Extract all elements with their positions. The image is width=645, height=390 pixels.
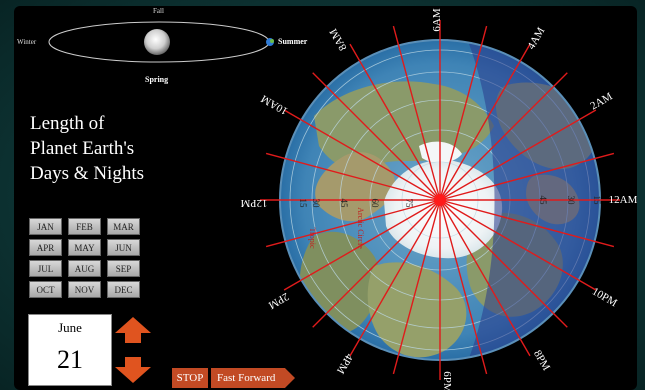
lat-label-75: 75 [404,199,414,209]
month-button-jun[interactable]: JUN [107,239,140,256]
month-button-dec[interactable]: DEC [107,281,140,298]
month-button-aug[interactable]: AUG [68,260,101,277]
hour-meridian-line [392,199,441,375]
clock-label-10pm: 10PM [590,285,619,309]
orbit-fall-label: Fall [153,7,164,15]
orbit-winter-label: Winter [17,38,37,46]
month-button-jul[interactable]: JUL [29,260,62,277]
clock-label-12pm: 12PM [240,197,267,209]
month-button-apr[interactable]: APR [29,239,62,256]
title-line: Days & Nights [30,163,144,184]
title-line: Length of [30,113,105,134]
hour-meridian-line [439,109,597,201]
lat-label-30: 30 [311,199,321,209]
clock-label-12am: 12AM [609,194,637,206]
month-button-feb[interactable]: FEB [68,218,101,235]
hour-meridian-line [439,199,488,375]
lat-label-45: 45 [339,199,349,209]
hour-meridians [260,20,620,380]
arctic-circle-label: Arctic Circle [356,207,365,249]
clock-label-2am: 2AM [588,90,614,112]
month-button-may[interactable]: MAY [68,239,101,256]
hour-meridian-line [349,43,441,201]
orbit-diagram [48,21,274,63]
hour-meridian-line [392,25,441,201]
clock-label-4pm: 4PM [334,351,355,376]
lat-label-right-15: 15 [592,196,602,206]
page-title: Length of Planet Earth's Days & Nights [30,111,144,186]
orbit-spring-label: Spring [145,75,169,84]
orbit-summer-label: Summer [278,37,308,46]
clock-label-4am: 4AM [525,25,547,51]
hour-meridian-line [349,199,441,357]
month-button-nov[interactable]: NOV [68,281,101,298]
lat-label-60: 60 [370,199,380,209]
hour-meridian-line [312,72,441,201]
hour-meridian-line [439,152,615,201]
month-grid: JAN FEB MAR APR MAY JUN JUL AUG SEP OCT … [29,218,140,298]
hour-meridian-line [439,43,531,201]
month-button-sep[interactable]: SEP [107,260,140,277]
hour-meridian-line [439,199,597,291]
sun-icon [144,29,170,55]
fast-forward-button[interactable]: Fast Forward [211,368,295,388]
clock-label-6am: 6AM [431,8,443,31]
date-day: 21 [57,345,83,374]
date-month: June [58,320,82,335]
tropic-label: Tropic [308,227,317,248]
hour-meridian-line [439,199,568,328]
month-button-mar[interactable]: MAR [107,218,140,235]
hour-meridian-line [439,199,615,248]
month-button-jan[interactable]: JAN [29,218,62,235]
hour-meridian-line [283,199,441,291]
date-up-arrow-icon[interactable] [114,316,152,344]
clock-label-2pm: 2PM [266,290,291,311]
lat-label-15: 15 [298,199,308,209]
hour-meridian-line [439,25,488,201]
stop-button[interactable]: STOP [172,368,208,388]
clock-label-8am: 8AM [327,26,349,52]
lat-label-right-45: 45 [538,196,548,206]
hour-meridian-line [265,152,441,201]
hour-meridian-line [439,72,568,201]
date-display: June 21 [28,314,112,386]
clock-label-10am: 10AM [259,92,290,117]
globe-diagram: 75 60 45 30 15 45 30 15 Arctic Circle Tr… [240,8,637,390]
clock-label-8pm: 8PM [531,348,552,373]
clock-label-6pm: 6PM [441,371,453,390]
lat-label-right-30: 30 [566,196,576,206]
stage: Fall Winter Summer Spring Length of Plan… [14,6,637,390]
hour-meridian-line [312,199,441,328]
hour-meridian-line [283,109,441,201]
month-button-oct[interactable]: OCT [29,281,62,298]
hour-meridian-line [265,199,441,248]
north-pole-marker [434,194,446,206]
date-down-arrow-icon[interactable] [114,356,152,384]
title-line: Planet Earth's [30,138,135,159]
hour-meridian-line [439,199,531,357]
